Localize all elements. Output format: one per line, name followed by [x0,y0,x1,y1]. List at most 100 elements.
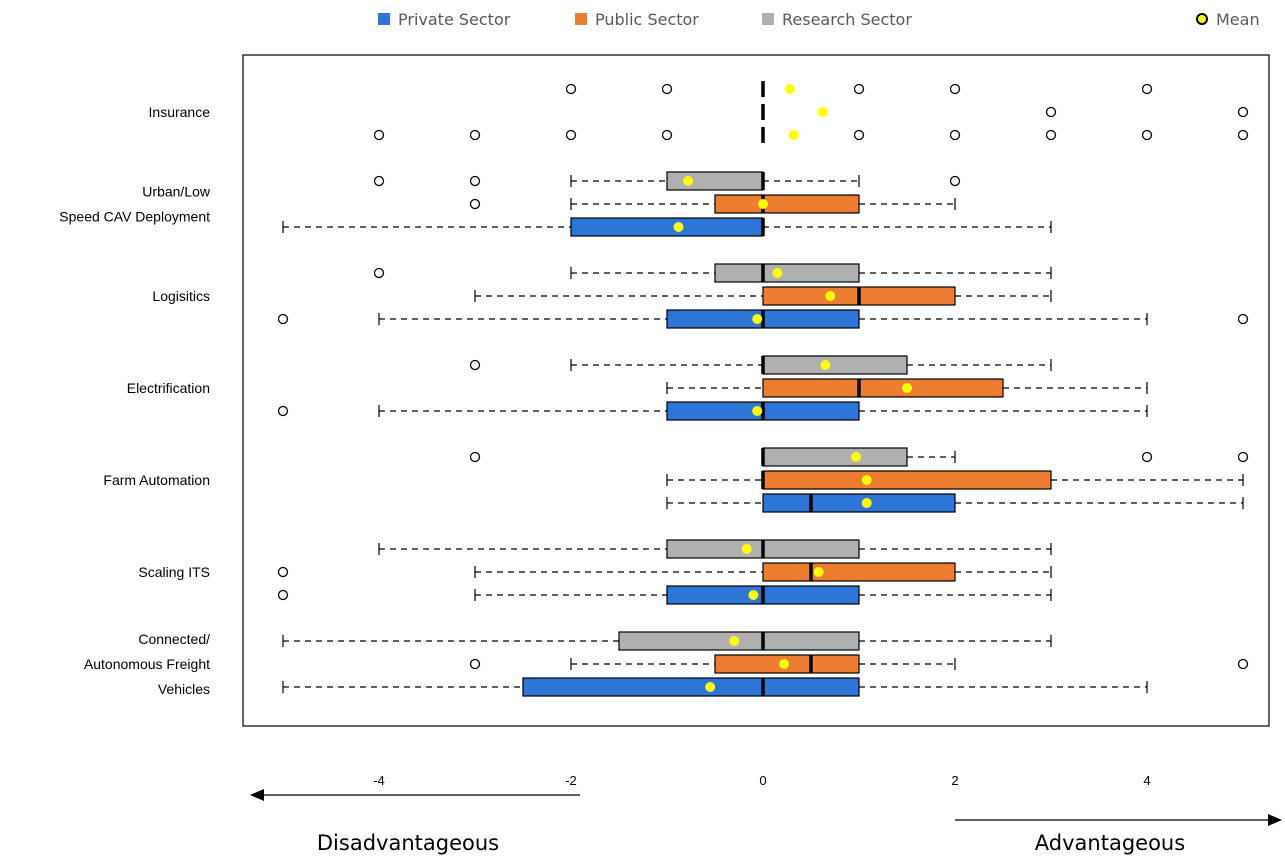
category-label: Vehicles [158,681,210,697]
box-private [277,309,1249,329]
outlier-point [1237,106,1249,118]
outlier-point [469,129,481,141]
outlier-point [661,83,673,95]
box-body [762,493,956,513]
box-body [666,171,764,191]
mean-point [772,268,783,278]
mean-point [729,636,740,646]
disadvantageous-label: Disadvantageous [317,831,499,855]
outlier-point [565,129,577,141]
mean-point [752,314,763,324]
mean-point [861,498,872,508]
box-public [469,194,956,214]
disadvantageous-arrow-head-icon [250,789,264,801]
outlier-point [1045,129,1057,141]
box-body [762,355,908,375]
box-research [373,263,1052,283]
x-tick-label: -4 [373,773,385,788]
x-tick-label: 2 [951,773,958,788]
box-body [714,194,860,214]
outlier-point [949,83,961,95]
outlier-point [469,451,481,463]
mean-point [784,84,795,94]
box-body [762,447,908,467]
mean-point [817,107,828,117]
outlier-point [277,313,289,325]
box-private [277,401,1148,421]
outlier-point [1141,83,1153,95]
category-label: Urban/Low [142,184,211,200]
outlier-point [1237,658,1249,670]
mean-point [861,475,872,485]
legend-swatch-research [762,13,774,25]
box-body [762,562,956,582]
direction-indicators: Disadvantageous Advantageous [250,789,1282,855]
category-label: Autonomous Freight [84,656,210,672]
category-label: Connected/ [138,631,210,647]
category-labels: Insurance Urban/Low Speed CAV Deployment Lo… [59,104,211,697]
box-body [762,470,1052,490]
category-label: Logisitics [152,288,210,304]
category-label: Electrification [127,380,210,396]
box-private [282,217,1052,237]
plot-area-frame [242,54,1270,727]
outlier-point [853,129,865,141]
legend-label: Private Sector [398,10,511,29]
mean-point [788,130,799,140]
legend-label: Public Sector [595,10,699,29]
outlier-point [1237,129,1249,141]
category-label: Farm Automation [103,472,210,488]
outlier-point [1237,451,1249,463]
mean-point [673,222,684,232]
box-public [666,378,1148,398]
mean-point [779,659,790,669]
mean-point [741,544,752,554]
outlier-point [565,83,577,95]
outlier-point [661,129,673,141]
mean-point [813,567,824,577]
category-label: Scaling ITS [138,564,210,580]
advantageous-label: Advantageous [1035,831,1185,855]
box-private [666,493,1244,513]
legend: Private Sector Public Sector Research Sect… [378,10,1260,29]
outlier-point [373,129,385,141]
outlier-point [469,175,481,187]
box-body [762,378,1004,398]
box-research [469,447,1249,467]
box-private [277,585,1052,605]
mean-point [705,682,716,692]
outlier-point [469,658,481,670]
box-body [714,263,860,283]
box-research [378,539,1052,559]
outlier-point [853,83,865,95]
mean-point [748,590,759,600]
mean-point [825,291,836,301]
category-label: Insurance [149,104,211,120]
mean-point [851,452,862,462]
mean-point [758,199,768,209]
outlier-point [277,589,289,601]
category-label: Speed CAV Deployment [59,209,210,225]
box-research [282,631,1052,651]
mean-point [820,360,831,370]
legend-swatch-private [378,13,390,25]
box-public [761,104,1249,120]
mean-point [902,383,912,393]
x-tick-label: 0 [759,773,766,788]
legend-label: Mean [1216,10,1260,29]
box-body [570,217,764,237]
box-public [666,470,1244,490]
outlier-point [1141,451,1153,463]
advantageous-arrow-head-icon [1268,814,1282,826]
box-private [373,127,1249,143]
outlier-point [949,129,961,141]
x-tick-label: 4 [1143,773,1150,788]
legend-swatch-public [575,13,587,25]
mean-point [752,406,763,416]
outlier-point [1237,313,1249,325]
box-public [474,286,1052,306]
x-tick-label: -2 [565,773,577,788]
outlier-point [1141,129,1153,141]
box-research [469,355,1052,375]
